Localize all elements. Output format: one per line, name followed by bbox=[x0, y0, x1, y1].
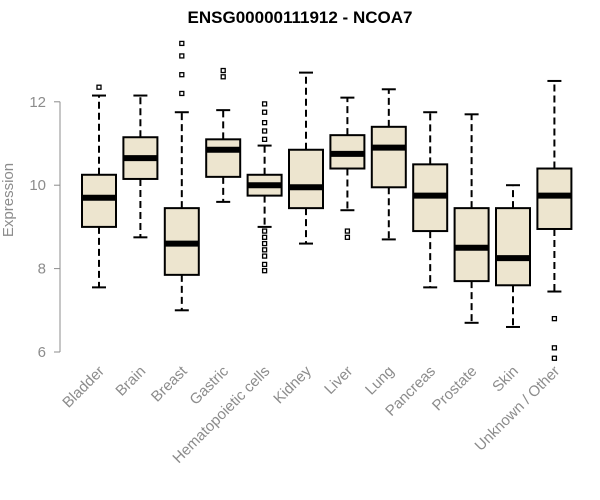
outlier-point bbox=[220, 67, 226, 74]
outlier-point bbox=[344, 228, 351, 234]
iqr-box bbox=[288, 148, 324, 210]
box-skin bbox=[495, 184, 531, 328]
x-category-label: Liver bbox=[321, 363, 356, 398]
box-gastric bbox=[205, 67, 242, 203]
outlier-point bbox=[261, 253, 268, 259]
iqr-box bbox=[453, 207, 490, 283]
outlier-point bbox=[261, 128, 268, 134]
box-kidney bbox=[288, 71, 324, 245]
outlier-point bbox=[261, 120, 268, 126]
outlier-point bbox=[261, 240, 268, 247]
outlier-point bbox=[261, 234, 268, 240]
box-pancreas bbox=[412, 111, 449, 289]
outlier-point bbox=[344, 234, 351, 240]
y-axis-label: Expression bbox=[0, 163, 17, 237]
outlier-point bbox=[551, 345, 558, 351]
outlier-point bbox=[551, 355, 558, 361]
x-category-label: Lung bbox=[362, 363, 398, 399]
outlier-point bbox=[179, 72, 185, 78]
y-tick-label: 12 bbox=[29, 94, 46, 111]
y-axis-ticks: 6 8 10 12 bbox=[29, 94, 60, 361]
iqr-box bbox=[81, 173, 117, 228]
y-tick-label: 8 bbox=[38, 261, 46, 278]
box-prostate bbox=[453, 113, 490, 324]
outlier-point bbox=[261, 261, 268, 268]
x-category-label: Kidney bbox=[270, 362, 315, 407]
box-group bbox=[81, 40, 573, 361]
outlier-point bbox=[261, 136, 268, 142]
outlier-point bbox=[551, 315, 558, 322]
outlier-point bbox=[261, 101, 268, 107]
x-category-label: Bladder bbox=[59, 363, 108, 412]
outlier-point bbox=[261, 268, 268, 274]
iqr-box bbox=[536, 167, 573, 230]
box-brain bbox=[122, 94, 159, 239]
box-breast bbox=[163, 40, 200, 312]
x-category-label: Skin bbox=[489, 363, 522, 396]
box-bladder bbox=[81, 84, 117, 289]
y-tick-label: 10 bbox=[29, 177, 46, 194]
outlier-point bbox=[179, 53, 185, 59]
iqr-box bbox=[205, 138, 242, 178]
box-liver bbox=[329, 96, 366, 240]
outlier-point bbox=[179, 40, 185, 47]
outlier-point bbox=[96, 84, 102, 90]
x-category-label: Breast bbox=[148, 362, 191, 405]
iqr-box bbox=[495, 207, 531, 287]
iqr-box bbox=[370, 125, 407, 189]
box-hematopoietic-cells bbox=[246, 101, 283, 274]
box-lung bbox=[370, 88, 407, 241]
chart-title: ENSG00000111912 - NCOA7 bbox=[188, 8, 413, 27]
outlier-point bbox=[179, 90, 185, 97]
outlier-point bbox=[220, 74, 226, 80]
box-unknown-other bbox=[536, 79, 573, 361]
x-category-label: Prostate bbox=[429, 363, 481, 415]
x-category-label: Brain bbox=[112, 363, 149, 400]
outlier-point bbox=[261, 109, 268, 115]
outlier-point bbox=[261, 247, 268, 253]
y-tick-label: 6 bbox=[38, 344, 46, 361]
outlier-point bbox=[261, 228, 268, 234]
